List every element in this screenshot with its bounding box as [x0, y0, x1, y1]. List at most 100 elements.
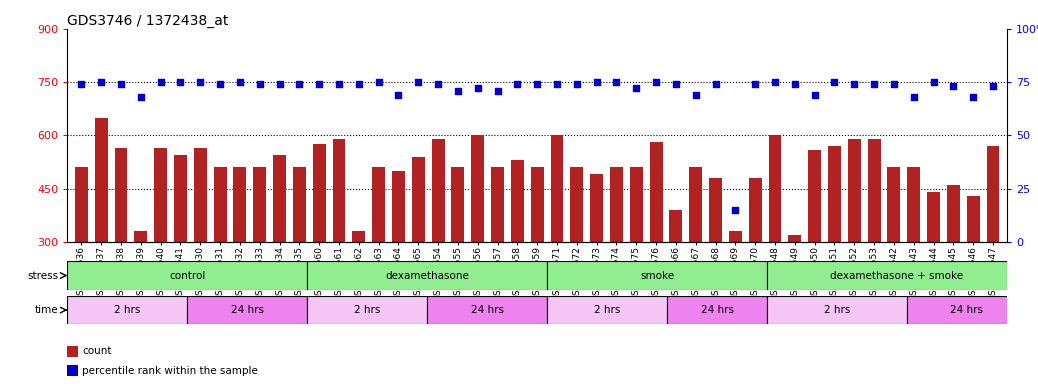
- Bar: [332, 139, 346, 349]
- Text: 2 hrs: 2 hrs: [824, 305, 850, 315]
- Bar: [927, 192, 940, 349]
- Bar: [67, 296, 188, 324]
- Bar: [547, 296, 667, 324]
- Bar: [491, 167, 504, 349]
- Text: 24 hrs: 24 hrs: [951, 305, 983, 315]
- Point: [866, 81, 882, 87]
- Point: [390, 92, 407, 98]
- Bar: [253, 167, 266, 349]
- Point: [251, 81, 268, 87]
- Text: smoke: smoke: [640, 270, 674, 281]
- Point: [667, 81, 684, 87]
- Bar: [307, 261, 547, 290]
- Point: [687, 92, 704, 98]
- Bar: [75, 167, 88, 349]
- Text: 24 hrs: 24 hrs: [230, 305, 264, 315]
- Bar: [174, 155, 187, 349]
- Point: [965, 94, 982, 100]
- Bar: [392, 171, 405, 349]
- Point: [410, 79, 427, 85]
- Point: [985, 83, 1002, 89]
- Point: [707, 81, 723, 87]
- Text: dexamethasone: dexamethasone: [385, 270, 469, 281]
- Bar: [768, 135, 782, 349]
- Bar: [547, 261, 767, 290]
- Bar: [789, 235, 801, 349]
- Bar: [67, 261, 307, 290]
- Point: [331, 81, 348, 87]
- Point: [905, 94, 922, 100]
- Bar: [452, 167, 464, 349]
- Point: [846, 81, 863, 87]
- Bar: [689, 167, 702, 349]
- Bar: [188, 296, 307, 324]
- Text: time: time: [34, 305, 58, 315]
- Bar: [134, 231, 147, 349]
- Bar: [828, 146, 841, 349]
- Bar: [194, 148, 207, 349]
- Point: [787, 81, 803, 87]
- Bar: [432, 139, 444, 349]
- Text: 2 hrs: 2 hrs: [594, 305, 621, 315]
- Point: [172, 79, 189, 85]
- Bar: [630, 167, 643, 349]
- Text: stress: stress: [27, 270, 58, 281]
- Point: [371, 79, 387, 85]
- Point: [271, 81, 288, 87]
- Point: [92, 79, 109, 85]
- Point: [945, 83, 961, 89]
- Point: [73, 81, 89, 87]
- Text: 2 hrs: 2 hrs: [114, 305, 140, 315]
- Bar: [907, 296, 1027, 324]
- Point: [826, 79, 843, 85]
- Bar: [809, 149, 821, 349]
- Bar: [947, 185, 960, 349]
- Point: [153, 79, 169, 85]
- Point: [489, 88, 506, 94]
- Text: control: control: [169, 270, 206, 281]
- Point: [549, 81, 566, 87]
- Bar: [848, 139, 861, 349]
- Point: [767, 79, 784, 85]
- Text: percentile rank within the sample: percentile rank within the sample: [82, 366, 257, 376]
- Bar: [373, 167, 385, 349]
- Point: [192, 79, 209, 85]
- Point: [509, 81, 525, 87]
- Point: [925, 79, 941, 85]
- Bar: [966, 196, 980, 349]
- Text: 2 hrs: 2 hrs: [354, 305, 381, 315]
- Bar: [293, 167, 306, 349]
- Bar: [729, 231, 742, 349]
- Bar: [670, 210, 682, 349]
- Bar: [352, 231, 365, 349]
- Point: [727, 207, 743, 213]
- Bar: [667, 296, 767, 324]
- Bar: [94, 118, 108, 349]
- Point: [113, 81, 130, 87]
- Point: [569, 81, 585, 87]
- Point: [608, 79, 625, 85]
- Bar: [307, 296, 428, 324]
- Point: [628, 85, 645, 91]
- Bar: [650, 142, 662, 349]
- Bar: [428, 296, 547, 324]
- Bar: [986, 146, 1000, 349]
- Point: [212, 81, 228, 87]
- Bar: [155, 148, 167, 349]
- Text: 24 hrs: 24 hrs: [470, 305, 503, 315]
- Point: [351, 81, 367, 87]
- Bar: [767, 261, 1027, 290]
- Point: [528, 81, 546, 87]
- Point: [747, 81, 764, 87]
- Bar: [610, 167, 623, 349]
- Text: dexamethasone + smoke: dexamethasone + smoke: [830, 270, 963, 281]
- Bar: [570, 167, 583, 349]
- Point: [648, 79, 664, 85]
- Point: [430, 81, 446, 87]
- Bar: [511, 160, 524, 349]
- Bar: [214, 167, 226, 349]
- Bar: [312, 144, 326, 349]
- Point: [469, 85, 486, 91]
- Point: [291, 81, 307, 87]
- Text: count: count: [82, 346, 111, 356]
